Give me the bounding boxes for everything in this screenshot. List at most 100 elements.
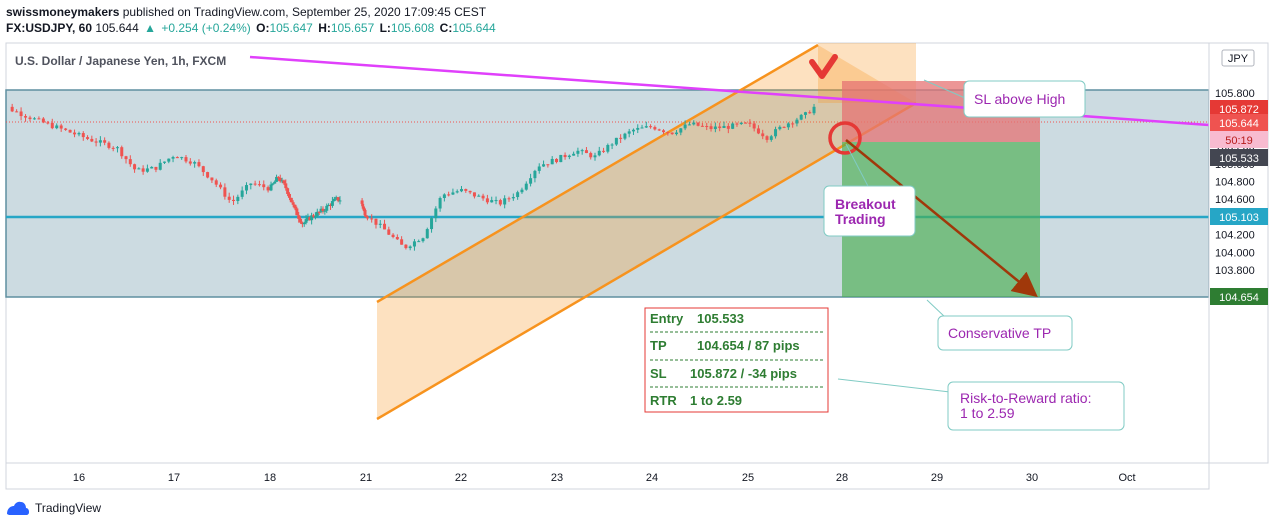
candle-body: [278, 177, 282, 182]
close-label: C:: [439, 21, 453, 35]
candle-body: [670, 132, 674, 135]
candle-body: [455, 191, 459, 193]
candle-body: [219, 184, 223, 188]
candle-body: [636, 127, 640, 130]
candle-body: [593, 155, 597, 158]
currency-badge[interactable]: JPY: [1221, 49, 1255, 67]
candle-body: [498, 200, 502, 205]
candle-body: [291, 202, 295, 205]
candle-body: [434, 208, 438, 219]
candle-body: [674, 132, 678, 135]
candle-body: [32, 118, 36, 120]
channel-lower-line[interactable]: [376, 101, 917, 421]
symbol-label[interactable]: FX:USDJPY, 60: [6, 21, 93, 35]
tradingview-brand[interactable]: TradingView: [35, 501, 102, 515]
svg-text:105.103: 105.103: [1219, 212, 1259, 224]
candle-body: [59, 125, 63, 129]
candle-body: [735, 123, 739, 125]
candle-body: [308, 217, 312, 221]
candle-body: [77, 133, 81, 135]
candle-body: [696, 122, 700, 126]
candle-body: [653, 127, 657, 130]
candle-body: [666, 132, 670, 134]
candle-body: [262, 184, 266, 188]
candle-body: [90, 138, 94, 142]
candle-body: [404, 244, 408, 249]
breakout-callout[interactable]: Breakout Trading: [823, 185, 916, 237]
candle-body: [184, 157, 188, 162]
tp-value: 104.654 / 87 pips: [697, 338, 800, 353]
candle-body: [188, 161, 192, 164]
price-change: +0.254 (+0.24%): [161, 21, 251, 35]
candle-body: [329, 204, 333, 206]
candle-body: [284, 183, 288, 189]
chart-header: swissmoneymakers published on TradingVie…: [6, 4, 498, 36]
channel-upper-line[interactable]: [376, 43, 819, 304]
svg-text:105.644: 105.644: [1219, 118, 1259, 130]
rtr-callout-line2: 1 to 2.59: [960, 405, 1015, 421]
candle-body: [55, 125, 59, 129]
rtr-callout[interactable]: Risk-to-Reward ratio: 1 to 2.59: [947, 381, 1125, 431]
price-tag-countdown: 50:19: [1210, 131, 1268, 148]
candle-body: [614, 137, 618, 145]
candle-body: [310, 215, 314, 221]
candle-body: [249, 183, 253, 186]
sl-label: SL: [650, 366, 667, 381]
candle-body: [468, 190, 472, 193]
sl-callout-text: SL above High: [974, 91, 1065, 107]
change-arrow-icon: ▲: [144, 21, 157, 35]
candle-body: [323, 210, 327, 212]
candle-body: [210, 177, 214, 181]
time-tick-label: 29: [931, 472, 943, 484]
candle-body: [623, 133, 627, 139]
svg-text:105.872: 105.872: [1219, 104, 1259, 116]
candle-body: [555, 158, 559, 163]
candle-body: [387, 229, 391, 235]
tp-callout[interactable]: Conservative TP: [937, 315, 1073, 351]
candle-body: [485, 198, 489, 203]
open-value: 105.647: [269, 21, 313, 35]
time-tick-label: 21: [360, 472, 372, 484]
sl-callout[interactable]: SL above High: [963, 80, 1086, 118]
candle-body: [275, 176, 279, 182]
candle-body: [312, 215, 316, 217]
svg-text:104.654: 104.654: [1219, 292, 1259, 304]
trade-info-box[interactable]: Entry 105.533 TP 104.654 / 87 pips SL 10…: [644, 307, 829, 413]
candle-body: [395, 237, 399, 240]
candle-body: [542, 164, 546, 167]
candle-body: [803, 112, 807, 115]
time-tick-label: 24: [646, 472, 658, 484]
candle-body: [68, 129, 72, 133]
candle-body: [41, 118, 45, 123]
time-tick-label: 22: [455, 472, 467, 484]
candle-body: [683, 124, 687, 129]
candle-body: [597, 150, 601, 156]
candle-body: [563, 154, 567, 158]
rtr-label: RTR: [650, 393, 677, 408]
time-axis-ticks: 16 17 18 21 22 23 24 25 28 29 30 Oct: [73, 472, 1136, 484]
high-value: 105.657: [330, 21, 375, 35]
publisher-name[interactable]: swissmoneymakers: [6, 5, 120, 19]
ascending-channel[interactable]: [377, 45, 916, 419]
candle-body: [705, 126, 709, 128]
candle-body: [319, 208, 323, 212]
footer: TradingView: [6, 500, 101, 516]
candle-body: [73, 132, 77, 135]
candle-body: [145, 168, 149, 172]
candle-body: [572, 153, 576, 156]
candle-body: [362, 208, 366, 211]
time-axis[interactable]: [5, 462, 1210, 490]
candle-body: [180, 157, 184, 159]
candle-body: [477, 195, 481, 197]
candle-body: [464, 189, 468, 191]
candle-body: [400, 239, 404, 245]
breakout-circle: [828, 121, 862, 155]
candle-body: [383, 223, 387, 230]
candle-body: [374, 218, 378, 225]
candle-body: [293, 204, 297, 209]
candle-body: [692, 122, 696, 125]
tradingview-logo-icon: [7, 501, 29, 515]
candle-body: [269, 184, 273, 191]
candle-body: [302, 222, 306, 225]
